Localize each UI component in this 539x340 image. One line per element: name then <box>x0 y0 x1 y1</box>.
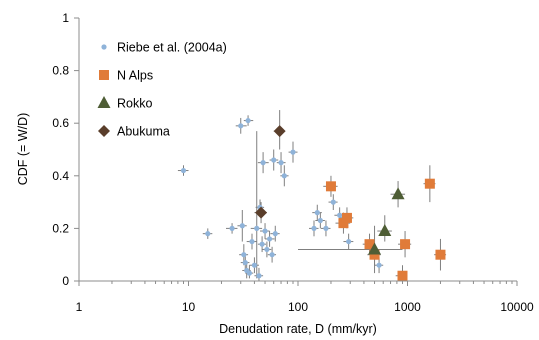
axis-ticks: 0 0.2 0.4 0.6 0.8 1 1 10 100 1000 10000 <box>52 11 534 314</box>
data-point-riebe-et-al-2004a <box>323 225 329 231</box>
x-tick-label: 100 <box>288 300 308 314</box>
data-point-riebe-et-al-2004a <box>239 223 245 229</box>
data-point-riebe-et-al-2004a <box>337 212 343 218</box>
data-point-n-alps <box>341 212 352 223</box>
data-point-rokko <box>378 224 392 237</box>
y-axis-title: CDF (= W/D) <box>16 113 30 186</box>
data-point-riebe-et-al-2004a <box>238 123 244 129</box>
legend-marker-circle <box>101 44 107 50</box>
data-point-riebe-et-al-2004a <box>376 262 382 268</box>
data-point-n-alps <box>400 239 411 250</box>
legend-label: Riebe et al. (2004a) <box>117 41 227 55</box>
data-point-abukuma <box>255 206 268 219</box>
x-tick-label: 10 <box>182 300 196 314</box>
data-point-riebe-et-al-2004a <box>330 199 336 205</box>
x-tick-label: 1000 <box>394 300 421 314</box>
y-tick-label: 0.8 <box>52 64 69 78</box>
y-tick-label: 0.6 <box>52 116 69 130</box>
legend-label: N Alps <box>117 69 153 83</box>
x-tick-label: 10000 <box>500 300 534 314</box>
data-point-riebe-et-al-2004a <box>242 259 248 266</box>
error-bars <box>177 110 447 281</box>
data-point-riebe-et-al-2004a <box>266 236 273 242</box>
y-tick-label: 1 <box>62 11 69 25</box>
data-point-n-alps <box>435 249 446 260</box>
legend-marker-triangle <box>97 96 111 108</box>
data-point-riebe-et-al-2004a <box>262 228 268 234</box>
data-point-riebe-et-al-2004a <box>317 217 323 224</box>
data-point-riebe-et-al-2004a <box>245 117 251 124</box>
data-point-n-alps <box>325 181 336 192</box>
data-point-riebe-et-al-2004a <box>264 246 270 253</box>
data-point-riebe-et-al-2004a <box>311 225 317 231</box>
x-axis-title: Denudation rate, D (mm/kyr) <box>219 322 377 336</box>
data-point-riebe-et-al-2004a <box>272 231 278 237</box>
data-point-riebe-et-al-2004a <box>256 273 262 279</box>
data-point-riebe-et-al-2004a <box>180 167 187 174</box>
data-point-riebe-et-al-2004a <box>254 225 260 231</box>
y-tick-label: 0 <box>62 274 69 288</box>
data-point-riebe-et-al-2004a <box>249 238 255 245</box>
axes <box>78 18 517 282</box>
legend-label: Rokko <box>117 97 152 111</box>
data-point-riebe-et-al-2004a <box>251 262 258 268</box>
legend-label: Abukuma <box>117 125 170 139</box>
data-point-riebe-et-al-2004a <box>241 252 247 258</box>
data-point-rokko <box>368 242 382 255</box>
data-point-riebe-et-al-2004a <box>271 157 277 163</box>
data-point-riebe-et-al-2004a <box>229 225 235 231</box>
y-tick-label: 0.4 <box>52 169 69 183</box>
legend-marker-square <box>99 70 109 80</box>
data-point-riebe-et-al-2004a <box>269 252 275 258</box>
legend: Riebe et al. (2004a) N Alps Rokko Abukuma <box>97 41 227 139</box>
data-point-n-alps <box>364 239 375 250</box>
data-point-n-alps <box>397 270 408 281</box>
data-point-n-alps <box>369 249 380 260</box>
data-point-riebe-et-al-2004a <box>259 241 265 247</box>
data-point-riebe-et-al-2004a <box>260 160 266 166</box>
data-point-riebe-et-al-2004a <box>314 210 320 216</box>
data-point-riebe-et-al-2004a <box>278 160 284 166</box>
x-tick-label: 1 <box>76 300 83 314</box>
data-point-riebe-et-al-2004a <box>205 231 211 237</box>
y-tick-label: 0.2 <box>52 221 69 235</box>
data-point-rokko <box>391 187 405 200</box>
data-point-riebe-et-al-2004a <box>290 149 296 155</box>
legend-marker-diamond <box>98 125 110 137</box>
data-point-riebe-et-al-2004a <box>346 238 352 245</box>
data-point-riebe-et-al-2004a <box>281 173 287 179</box>
data-point-n-alps <box>338 218 349 229</box>
data-point-abukuma <box>273 125 286 138</box>
data-point-n-alps <box>424 178 435 189</box>
data-point-riebe-et-al-2004a <box>246 270 253 276</box>
data-markers <box>180 117 446 281</box>
